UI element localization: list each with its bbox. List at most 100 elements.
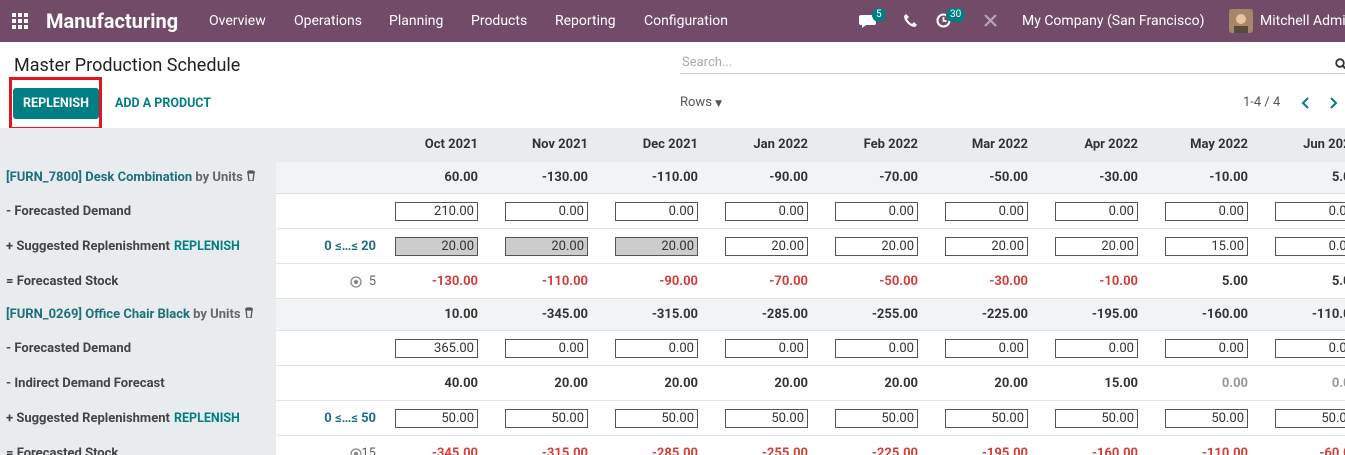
- replenish-row-button[interactable]: REPLENISH: [174, 239, 240, 254]
- quantity-input[interactable]: 0.00: [725, 202, 808, 221]
- period-header: Mar 2022: [971, 137, 1028, 152]
- app-name[interactable]: Manufacturing: [46, 9, 179, 33]
- quantity-input[interactable]: 50.00: [1165, 409, 1248, 428]
- quantity-input[interactable]: 0.00: [835, 202, 918, 221]
- quantity-input[interactable]: 0.00: [1275, 237, 1345, 256]
- value-cell: -285.00: [651, 446, 698, 455]
- value-cell: 20.00: [774, 376, 808, 391]
- quantity-input[interactable]: 50.00: [835, 409, 918, 428]
- menu-item[interactable]: Reporting: [555, 13, 616, 29]
- quantity-input[interactable]: 50.00: [1055, 409, 1138, 428]
- replenish-range[interactable]: 0 ≤…≤ 20: [324, 239, 376, 254]
- quantity-input[interactable]: 0.00: [615, 339, 698, 358]
- product-name[interactable]: [FURN_7800] Desk Combination: [6, 170, 193, 185]
- trash-icon[interactable]: [246, 170, 256, 182]
- total-cell: -90.00: [769, 170, 808, 185]
- avatar[interactable]: [1229, 9, 1253, 33]
- total-cell: 60.00: [444, 170, 478, 185]
- total-cell: -315.00: [651, 307, 698, 322]
- rows-filter[interactable]: Rows ▼: [680, 95, 723, 110]
- replenish-button[interactable]: REPLENISH: [13, 88, 99, 119]
- total-cell: -50.00: [989, 170, 1028, 185]
- phone-icon[interactable]: [904, 14, 917, 27]
- total-cell: 5.00: [1331, 170, 1345, 185]
- value-cell: -90.00: [659, 274, 698, 289]
- quantity-input[interactable]: 0.00: [945, 202, 1028, 221]
- quantity-input[interactable]: 0.00: [615, 202, 698, 221]
- quantity-input[interactable]: 20.00: [945, 237, 1028, 256]
- header-row: [0, 128, 1345, 162]
- row-label: = Forecasted Stock: [6, 274, 119, 289]
- quantity-input[interactable]: 50.00: [725, 409, 808, 428]
- chat-icon[interactable]: [859, 14, 877, 29]
- navbar: Manufacturing 5 30 My Company (San Franc…: [0, 0, 1345, 42]
- safety-stock: 15: [361, 446, 376, 455]
- messages-badge: 5: [872, 8, 886, 22]
- replenish-row-button[interactable]: REPLENISH: [174, 411, 240, 426]
- quantity-input[interactable]: 20.00: [1055, 237, 1138, 256]
- row-label: - Forecasted Demand: [6, 204, 132, 219]
- total-cell: -160.00: [1201, 307, 1248, 322]
- value-cell: 5.00: [1221, 274, 1248, 289]
- menu-item[interactable]: Configuration: [644, 13, 728, 29]
- search-input[interactable]: Search...: [680, 52, 1345, 74]
- quantity-input[interactable]: 50.00: [945, 409, 1028, 428]
- quantity-input[interactable]: 0.00: [1165, 202, 1248, 221]
- row-border: [276, 365, 1345, 366]
- total-cell: -110.00: [1311, 307, 1345, 322]
- value-cell: -70.00: [769, 274, 808, 289]
- quantity-input[interactable]: 0.00: [835, 339, 918, 358]
- value-cell: -110.00: [1201, 446, 1248, 455]
- period-header: Nov 2021: [531, 137, 588, 152]
- value-cell: -60.00: [1319, 446, 1345, 455]
- quantity-input[interactable]: 50.00: [505, 409, 588, 428]
- menu-item[interactable]: Operations: [294, 13, 362, 29]
- value-cell: -315.00: [541, 446, 588, 455]
- quantity-input[interactable]: 20.00: [725, 237, 808, 256]
- quantity-input[interactable]: 20.00: [835, 237, 918, 256]
- quantity-input[interactable]: 0.00: [1275, 202, 1345, 221]
- menu-item[interactable]: Products: [471, 13, 528, 29]
- quantity-input[interactable]: 0.00: [1055, 202, 1138, 221]
- quantity-input[interactable]: 0.00: [1275, 339, 1345, 358]
- quantity-input[interactable]: 20.00: [615, 237, 698, 256]
- total-cell: -195.00: [1091, 307, 1138, 322]
- quantity-input[interactable]: 50.00: [395, 409, 478, 428]
- menu-item[interactable]: Overview: [209, 13, 266, 29]
- trash-icon[interactable]: [244, 307, 254, 319]
- replenish-range[interactable]: 0 ≤…≤ 50: [324, 411, 376, 426]
- quantity-input[interactable]: 365.00: [395, 339, 478, 358]
- quantity-input[interactable]: 50.00: [1275, 409, 1345, 428]
- value-cell: 20.00: [664, 376, 698, 391]
- quantity-input[interactable]: 0.00: [1055, 339, 1138, 358]
- search-icon[interactable]: [1335, 58, 1345, 70]
- value-cell: 15.00: [1104, 376, 1138, 391]
- quantity-input[interactable]: 0.00: [945, 339, 1028, 358]
- pager-arrows[interactable]: [1299, 97, 1341, 109]
- row-label: + Suggested Replenishment: [6, 411, 170, 426]
- apps-icon[interactable]: [12, 13, 30, 29]
- total-cell: -30.00: [1099, 170, 1138, 185]
- tools-icon[interactable]: [983, 13, 998, 28]
- value-cell: -225.00: [871, 446, 918, 455]
- total-cell: -130.00: [541, 170, 588, 185]
- quantity-input[interactable]: 20.00: [395, 237, 478, 256]
- pager: 1-4 / 4: [1243, 95, 1281, 110]
- quantity-input[interactable]: 210.00: [395, 202, 478, 221]
- quantity-input[interactable]: 0.00: [505, 339, 588, 358]
- quantity-input[interactable]: 0.00: [725, 339, 808, 358]
- total-cell: 10.00: [444, 307, 478, 322]
- product-name[interactable]: [FURN_0269] Office Chair Black: [6, 307, 190, 322]
- add-product-button[interactable]: ADD A PRODUCT: [115, 96, 212, 111]
- quantity-input[interactable]: 20.00: [505, 237, 588, 256]
- quantity-input[interactable]: 50.00: [615, 409, 698, 428]
- quantity-input[interactable]: 0.00: [505, 202, 588, 221]
- quantity-input[interactable]: 15.00: [1165, 237, 1248, 256]
- menu-item[interactable]: Planning: [389, 13, 444, 29]
- row-border: [276, 330, 1345, 331]
- company-switcher[interactable]: My Company (San Francisco): [1022, 13, 1205, 29]
- period-header: Oct 2021: [424, 137, 478, 152]
- quantity-input[interactable]: 0.00: [1165, 339, 1248, 358]
- user-menu[interactable]: Mitchell Admin: [1260, 13, 1345, 29]
